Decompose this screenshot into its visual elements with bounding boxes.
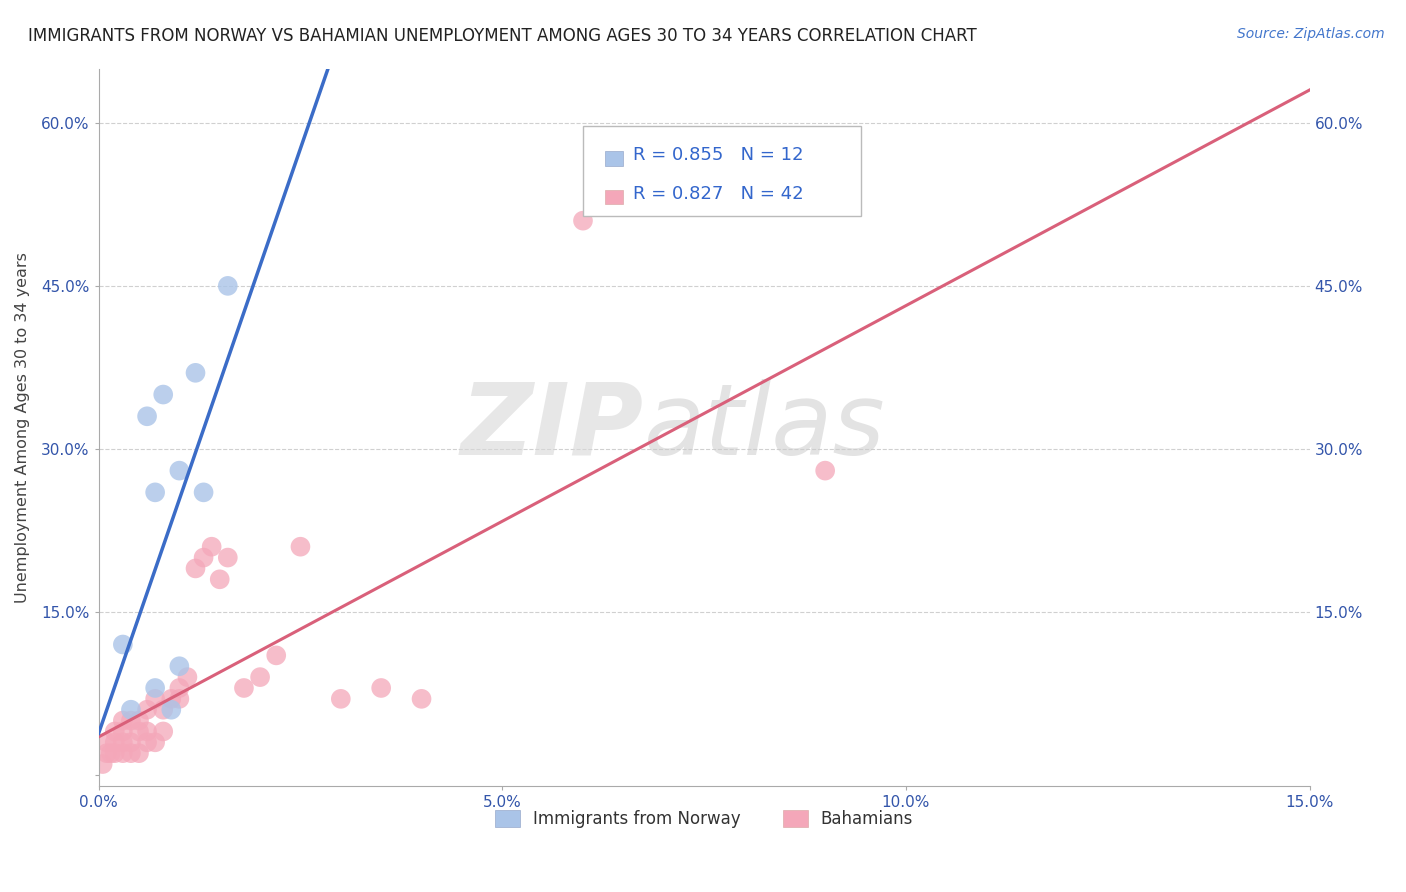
Point: [120, 714, 142, 728]
Point: [120, 703, 142, 717]
Point: [136, 703, 159, 717]
Point: [104, 724, 127, 739]
FancyBboxPatch shape: [583, 126, 862, 216]
Point: [193, 550, 215, 565]
Point: [111, 724, 134, 739]
FancyBboxPatch shape: [605, 190, 623, 204]
Point: [169, 681, 191, 695]
Text: R = 0.855   N = 12: R = 0.855 N = 12: [633, 146, 803, 164]
Text: R = 0.827   N = 42: R = 0.827 N = 42: [633, 186, 803, 203]
Point: [233, 681, 256, 695]
Point: [184, 366, 207, 380]
Point: [111, 714, 134, 728]
Y-axis label: Unemployment Among Ages 30 to 34 years: Unemployment Among Ages 30 to 34 years: [15, 252, 30, 603]
Text: IMMIGRANTS FROM NORWAY VS BAHAMIAN UNEMPLOYMENT AMONG AGES 30 TO 34 YEARS CORREL: IMMIGRANTS FROM NORWAY VS BAHAMIAN UNEMP…: [28, 27, 977, 45]
Text: atlas: atlas: [644, 378, 886, 475]
Point: [136, 735, 159, 749]
Point: [201, 540, 224, 554]
Point: [169, 691, 191, 706]
Point: [143, 485, 166, 500]
Point: [329, 691, 352, 706]
Point: [136, 724, 159, 739]
Point: [411, 691, 433, 706]
Point: [111, 735, 134, 749]
Point: [160, 703, 183, 717]
Point: [91, 757, 114, 772]
Point: [96, 735, 118, 749]
Point: [290, 540, 312, 554]
Point: [370, 681, 392, 695]
Point: [143, 691, 166, 706]
Point: [120, 746, 142, 760]
Point: [217, 550, 239, 565]
Point: [104, 735, 127, 749]
Point: [111, 746, 134, 760]
Text: ZIP: ZIP: [461, 378, 644, 475]
Point: [152, 724, 174, 739]
Point: [176, 670, 198, 684]
Point: [169, 659, 191, 673]
Point: [249, 670, 271, 684]
Point: [208, 572, 231, 586]
Point: [572, 213, 595, 227]
Point: [100, 746, 122, 760]
FancyBboxPatch shape: [605, 151, 623, 166]
Point: [96, 746, 118, 760]
Point: [184, 561, 207, 575]
Point: [143, 735, 166, 749]
Legend: Immigrants from Norway, Bahamians: Immigrants from Norway, Bahamians: [488, 804, 920, 835]
Point: [128, 746, 150, 760]
Point: [143, 681, 166, 695]
Point: [152, 703, 174, 717]
Point: [169, 464, 191, 478]
Text: Source: ZipAtlas.com: Source: ZipAtlas.com: [1237, 27, 1385, 41]
Point: [152, 387, 174, 401]
Point: [120, 735, 142, 749]
Point: [264, 648, 287, 663]
Point: [160, 691, 183, 706]
Point: [111, 638, 134, 652]
Point: [128, 724, 150, 739]
Point: [814, 464, 837, 478]
Point: [217, 278, 239, 293]
Point: [128, 714, 150, 728]
Point: [104, 746, 127, 760]
Point: [193, 485, 215, 500]
Point: [136, 409, 159, 424]
